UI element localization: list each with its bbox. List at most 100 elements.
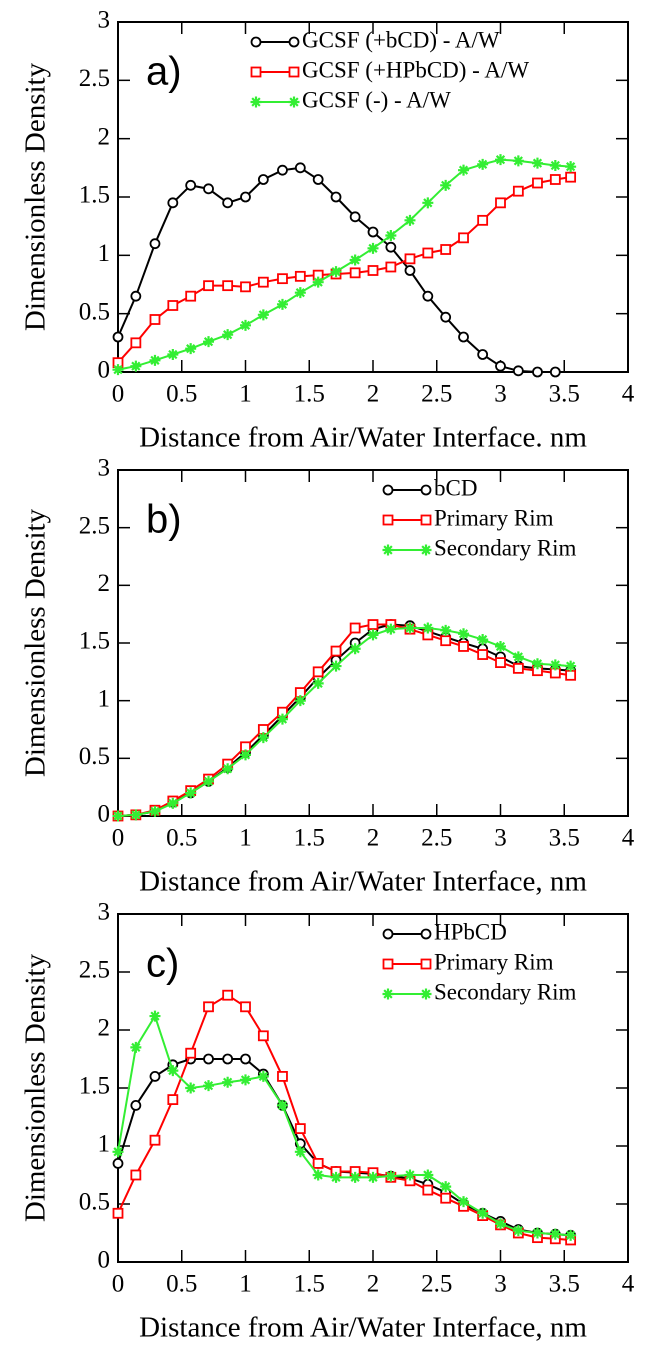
marker: [240, 749, 251, 761]
marker: [367, 1171, 379, 1183]
x-tick-label: 2.5: [421, 1271, 452, 1298]
marker: [130, 1169, 142, 1181]
legend-marker: [420, 988, 432, 1000]
marker: [330, 1171, 342, 1183]
marker: [294, 270, 306, 282]
marker: [240, 191, 251, 203]
y-tick-label: 1.5: [79, 182, 110, 209]
marker: [277, 1071, 288, 1082]
marker: [130, 1041, 142, 1053]
marker: [440, 1192, 452, 1204]
marker: [565, 660, 577, 672]
x-tick-label: 3: [494, 381, 507, 408]
marker: [349, 254, 361, 266]
x-tick-label: 4: [622, 825, 635, 852]
x-tick-label: 4: [622, 1271, 635, 1298]
x-tick-label: 1.5: [294, 1271, 325, 1298]
marker: [222, 763, 234, 775]
y-tick-label: 2.5: [79, 512, 110, 539]
marker: [312, 276, 324, 288]
marker: [294, 162, 306, 174]
series-line: [117, 1058, 571, 1237]
marker: [404, 265, 416, 276]
legend-label: bCD: [434, 475, 477, 500]
marker: [367, 265, 379, 276]
marker: [185, 343, 197, 355]
marker: [477, 649, 489, 660]
plot-frame: [117, 469, 629, 817]
x-tick-label: 3.5: [549, 825, 580, 852]
marker: [385, 261, 397, 273]
x-tick-label: 0: [112, 825, 125, 852]
legend-label: GCSF (+bCD) - A/W: [302, 27, 500, 52]
marker: [495, 640, 506, 652]
legend-marker: [250, 96, 262, 108]
x-tick-label: 0.5: [166, 381, 197, 408]
marker: [294, 695, 306, 707]
y-tick-label: 3: [98, 7, 111, 34]
marker: [440, 179, 452, 191]
marker: [294, 1123, 306, 1134]
y-tick-label: 2.5: [79, 65, 110, 92]
marker: [276, 298, 288, 310]
x-tick-label: 3: [494, 1271, 507, 1298]
legend-marker: [250, 66, 262, 78]
marker: [203, 775, 215, 787]
y-tick-label: 0.5: [79, 743, 110, 770]
y-tick-label: 3: [98, 455, 111, 482]
marker: [130, 337, 142, 349]
marker: [185, 1082, 197, 1094]
marker: [495, 657, 506, 669]
marker: [167, 300, 179, 311]
x-tick-label: 0: [112, 1271, 125, 1298]
y-tick-label: 0: [98, 801, 111, 828]
marker: [112, 810, 124, 822]
marker: [240, 1074, 251, 1086]
marker: [203, 183, 214, 195]
legend-marker: [420, 544, 432, 556]
legend-marker: [420, 514, 432, 526]
marker: [222, 989, 234, 1001]
marker: [440, 624, 452, 636]
marker: [312, 174, 324, 185]
marker: [532, 177, 543, 189]
marker: [422, 290, 434, 302]
marker: [458, 628, 470, 640]
marker: [549, 1228, 561, 1240]
marker: [149, 1071, 161, 1082]
marker: [422, 622, 434, 634]
marker: [240, 1001, 251, 1013]
marker: [495, 1218, 506, 1230]
x-axis-label: Distance from Air/Water Interface, nm: [139, 1312, 587, 1344]
marker: [222, 197, 234, 209]
legend-marker: [382, 484, 394, 496]
marker: [385, 1170, 397, 1182]
marker: [222, 280, 234, 292]
legend-label: Secondary Rim: [434, 979, 577, 1004]
legend-marker: [420, 928, 432, 940]
marker: [112, 1146, 124, 1158]
marker: [477, 158, 489, 170]
marker: [203, 1001, 214, 1013]
marker: [440, 1181, 452, 1193]
y-tick-label: 0: [98, 357, 111, 384]
panel-label: b): [146, 498, 182, 542]
x-tick-label: 4: [622, 381, 635, 408]
marker: [276, 1099, 288, 1111]
marker: [167, 197, 179, 209]
marker: [440, 635, 452, 647]
x-tick-label: 2: [367, 1271, 380, 1298]
x-axis-label: Distance from Air/Water Interface, nm: [139, 866, 587, 898]
marker: [512, 1225, 524, 1237]
marker: [277, 273, 288, 285]
marker: [312, 677, 324, 689]
marker: [549, 160, 561, 171]
marker: [367, 242, 379, 254]
marker: [130, 809, 142, 821]
marker: [185, 787, 197, 799]
legend-marker: [288, 96, 300, 108]
legend-marker: [288, 36, 300, 48]
legend-marker: [382, 928, 394, 940]
x-tick-label: 2.5: [421, 825, 452, 852]
marker: [167, 1094, 179, 1105]
